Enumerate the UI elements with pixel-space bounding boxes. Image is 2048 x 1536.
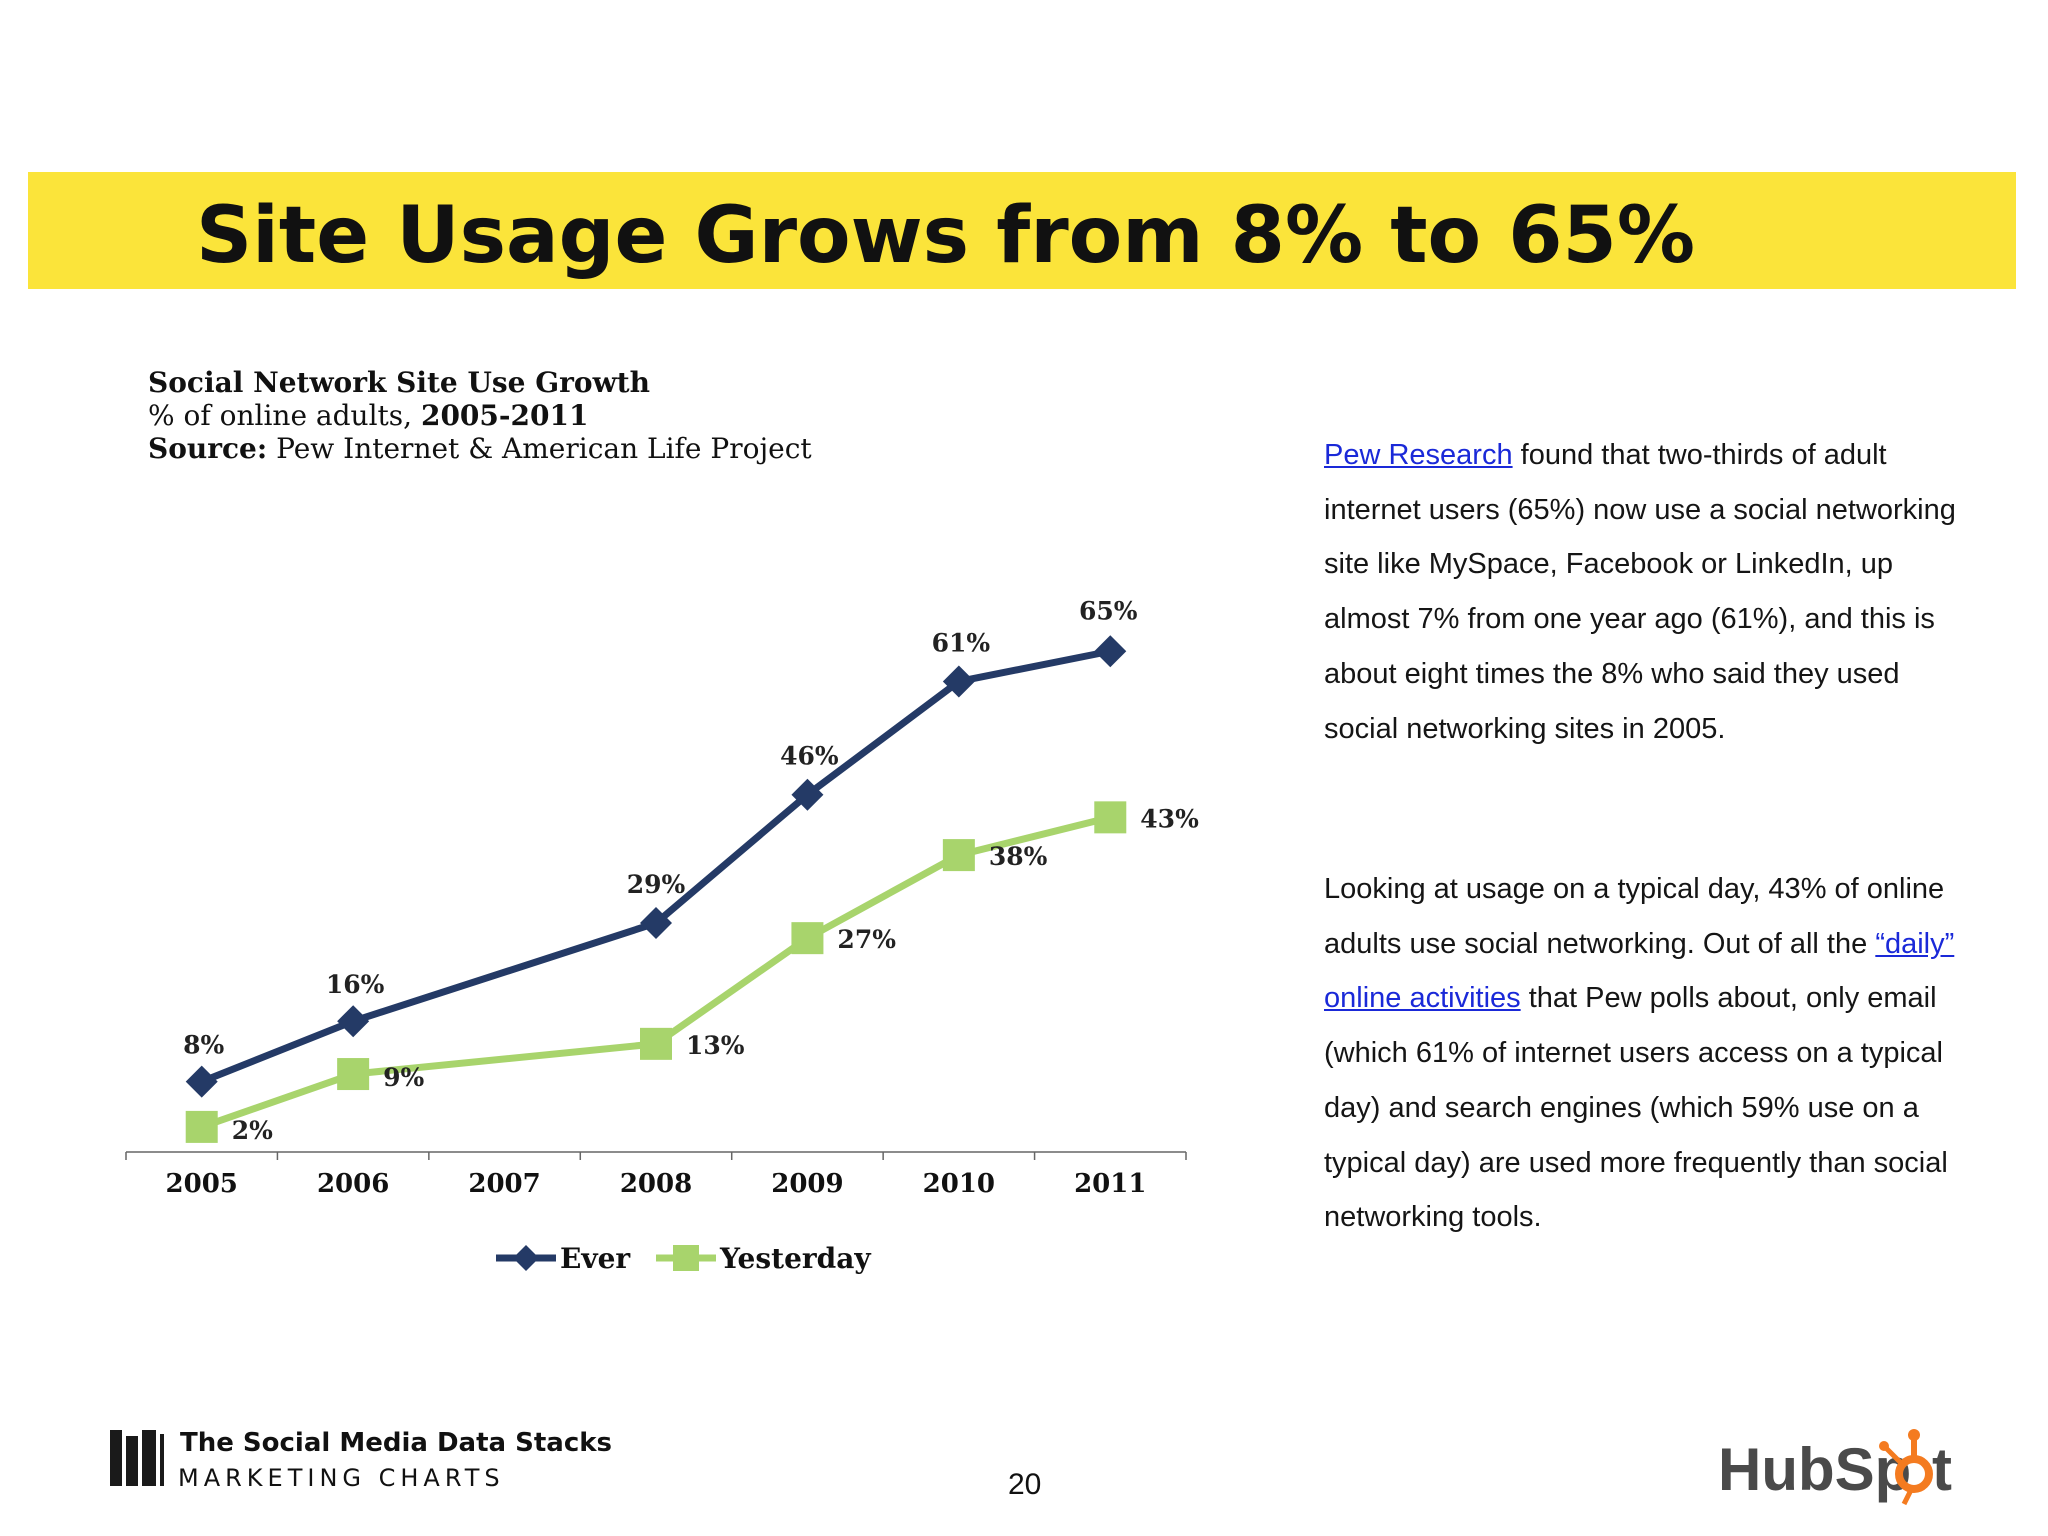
legend-marker-yesterday xyxy=(673,1245,699,1271)
svg-text:t: t xyxy=(1932,1436,1952,1503)
x-tick-label: 2008 xyxy=(620,1169,692,1199)
data-label: 65% xyxy=(1079,596,1138,625)
data-point-ever xyxy=(942,665,975,698)
data-label: 13% xyxy=(686,1031,745,1060)
data-label: 46% xyxy=(780,742,839,771)
paragraph-2-text-before: Looking at usage on a typical day, 43% o… xyxy=(1324,873,1945,960)
x-tick-label: 2006 xyxy=(317,1169,389,1199)
pew-research-link[interactable]: Pew Research xyxy=(1324,439,1513,471)
x-tick-label: 2010 xyxy=(923,1169,995,1199)
svg-text:HubSp: HubSp xyxy=(1718,1436,1911,1503)
data-point-ever xyxy=(791,778,824,811)
data-label: 38% xyxy=(989,842,1048,871)
text-paragraph-2: Looking at usage on a typical day, 43% o… xyxy=(1324,862,1964,1245)
line-chart: 2005 2006 2007 2008 2009 2010 2011 8% 16% 29% 46% 6… xyxy=(125,596,1199,1275)
chart-subtitle-prefix: % of online adults, xyxy=(148,399,421,432)
paragraph-2-text-after: that Pew polls about, only email (which … xyxy=(1324,982,1948,1234)
text-paragraph-1: Pew Research found that two-thirds of ad… xyxy=(1324,428,1964,756)
data-label: 16% xyxy=(326,970,385,999)
chart-source-text: Pew Internet & American Life Project xyxy=(267,432,812,465)
x-tick-label: 2005 xyxy=(166,1169,238,1199)
series-line-yesterday xyxy=(200,813,1112,1131)
data-label: 2% xyxy=(232,1116,273,1145)
paragraph-1-text: found that two-thirds of adult internet … xyxy=(1324,439,1956,745)
chart-source-label: Source: xyxy=(148,432,268,465)
data-point-yesterday xyxy=(337,1058,370,1091)
data-point-yesterday xyxy=(185,1110,218,1143)
data-point-yesterday xyxy=(640,1027,672,1060)
data-label: 29% xyxy=(627,870,686,899)
data-stacks-icon xyxy=(110,1428,168,1488)
data-label: 43% xyxy=(1140,804,1199,833)
data-label: 9% xyxy=(383,1063,424,1092)
brand-line-1: The Social Media Data Stacks xyxy=(180,1428,613,1458)
data-point-yesterday xyxy=(1094,801,1127,834)
data-point-yesterday xyxy=(791,922,824,955)
chart-subtitle-years: 2005-2011 xyxy=(420,399,589,432)
data-label: 61% xyxy=(932,628,991,657)
brand-line-2: MARKETING CHARTS xyxy=(178,1464,505,1492)
data-point-ever xyxy=(185,1065,218,1098)
daily-activities-link[interactable]: “daily” online activities xyxy=(1324,927,1955,1015)
x-tick-label: 2009 xyxy=(771,1169,843,1199)
legend-label-ever: Ever xyxy=(560,1242,631,1275)
data-point-ever xyxy=(640,907,672,940)
data-label: 8% xyxy=(183,1031,224,1060)
legend-label-yesterday: Yesterday xyxy=(719,1242,871,1275)
hubspot-logo: HubSp t xyxy=(1718,1429,1952,1506)
chart-title: Social Network Site Use Growth xyxy=(148,366,650,399)
page-number: 20 xyxy=(1008,1468,1042,1501)
legend-marker-ever xyxy=(513,1245,539,1271)
series-line-ever xyxy=(200,647,1111,1085)
data-point-ever xyxy=(1094,635,1127,668)
title-banner: Site Usage Grows from 8% to 65% xyxy=(28,172,2016,289)
data-point-yesterday xyxy=(942,839,975,872)
slide-title: Site Usage Grows from 8% to 65% xyxy=(196,191,1695,281)
data-label: 27% xyxy=(837,925,896,954)
chart-subtitle: % of online adults, 2005-2011 xyxy=(148,399,812,432)
chart-source: Source: Pew Internet & American Life Pro… xyxy=(148,432,812,465)
chart-header: Social Network Site Use Growth % of onli… xyxy=(148,366,812,465)
x-tick-label: 2007 xyxy=(468,1169,540,1199)
data-point-ever xyxy=(337,1005,370,1038)
x-tick-label: 2011 xyxy=(1074,1169,1146,1199)
